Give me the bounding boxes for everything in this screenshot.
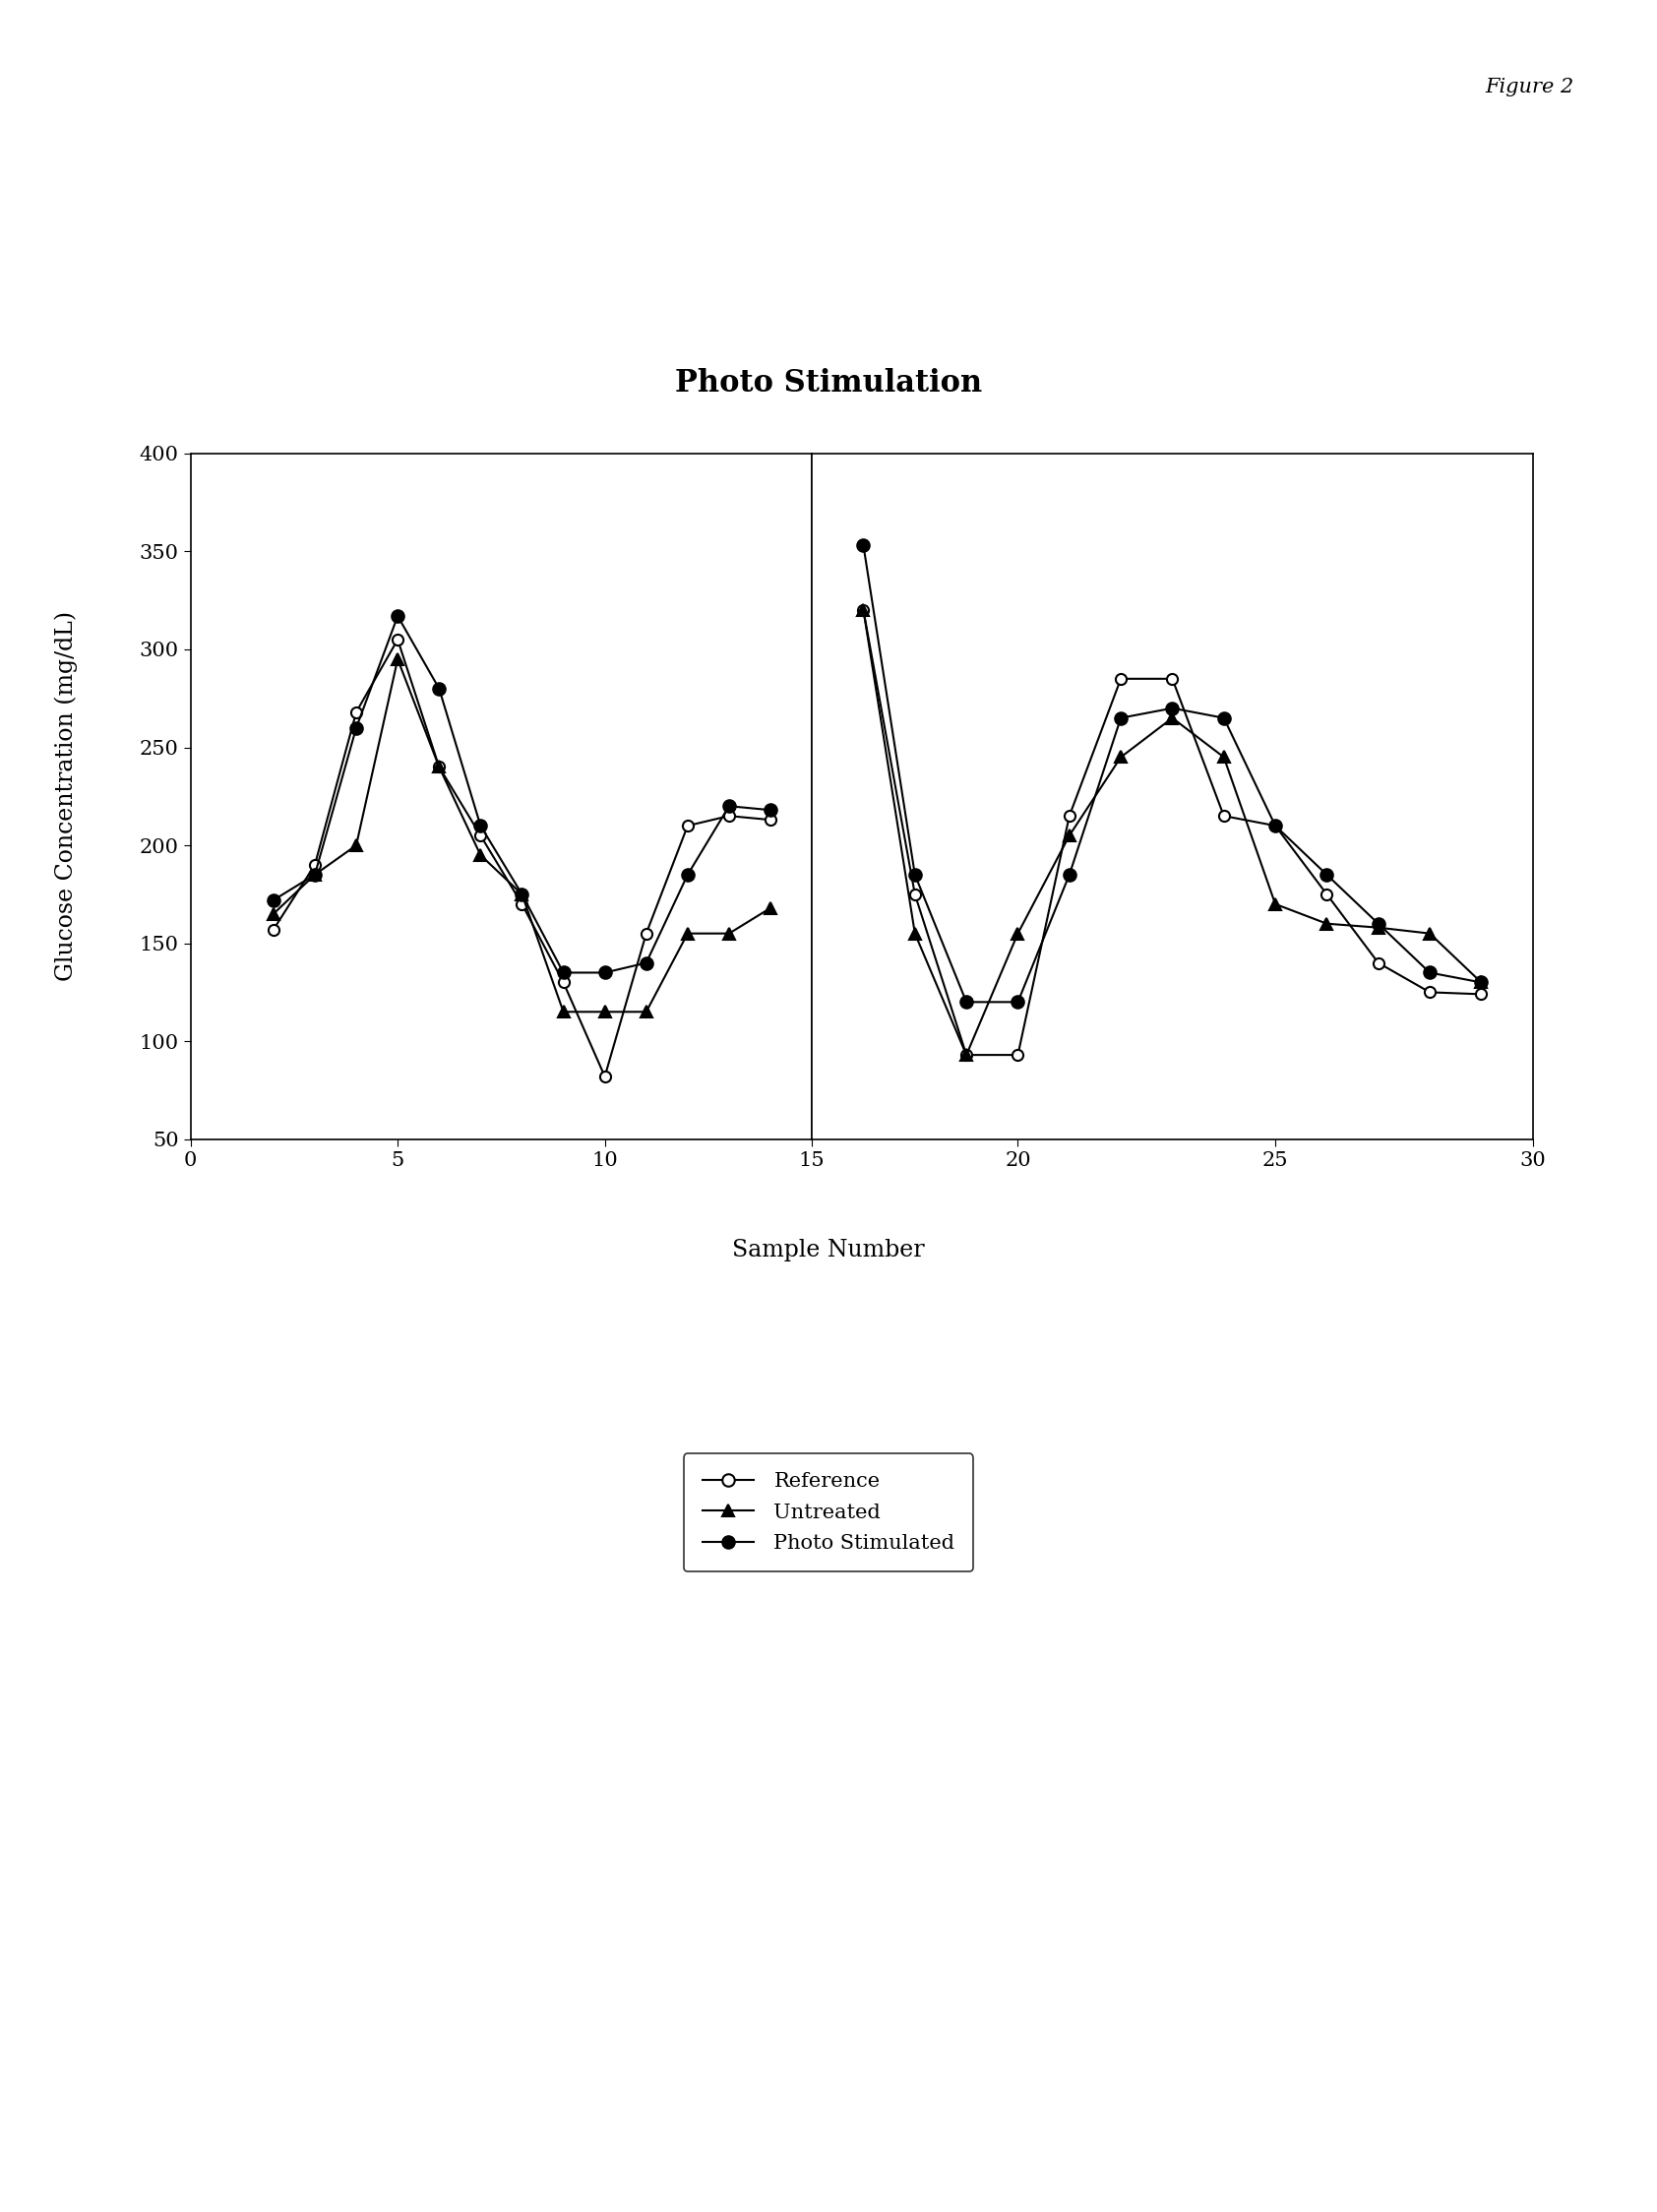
Text: Figure 2: Figure 2 xyxy=(1485,77,1574,95)
Text: Glucose Concentration (mg/dL): Glucose Concentration (mg/dL) xyxy=(55,611,78,982)
Legend: Reference, Untreated, Photo Stimulated: Reference, Untreated, Photo Stimulated xyxy=(684,1453,973,1571)
Text: Photo Stimulation: Photo Stimulation xyxy=(674,367,983,398)
Text: Sample Number: Sample Number xyxy=(732,1239,925,1261)
